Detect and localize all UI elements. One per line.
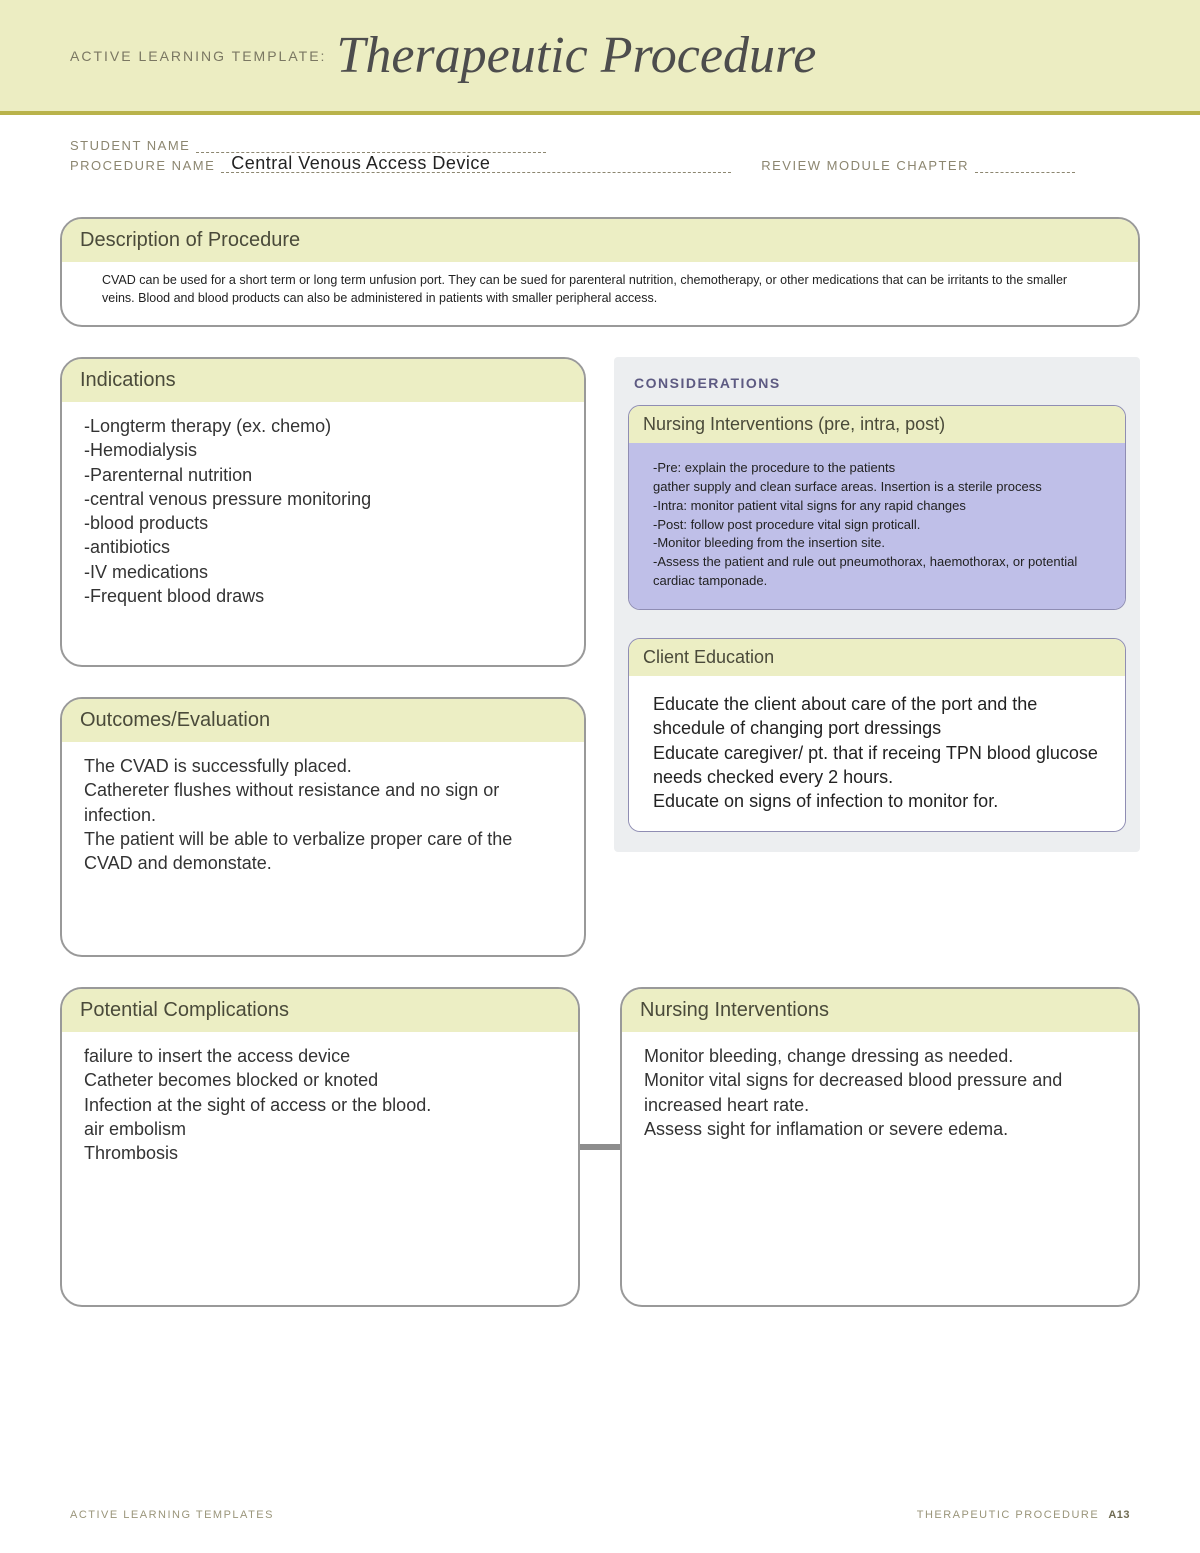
- outcomes-body: The CVAD is successfully placed. Cathere…: [62, 742, 584, 891]
- client-education-box: Client Education Educate the client abou…: [628, 638, 1126, 832]
- procedure-name-field[interactable]: Central Venous Access Device: [221, 157, 731, 173]
- description-title: Description of Procedure: [62, 219, 1138, 262]
- nursing-interventions-title: Nursing Interventions (pre, intra, post): [629, 406, 1125, 443]
- footer-right: THERAPEUTIC PROCEDURE A13: [917, 1509, 1130, 1521]
- procedure-name-label: PROCEDURE NAME: [70, 158, 215, 173]
- description-body: CVAD can be used for a short term or lon…: [62, 262, 1138, 325]
- nursing-interventions2-box: Nursing Interventions Monitor bleeding, …: [620, 987, 1140, 1307]
- complications-box: Potential Complications failure to inser…: [60, 987, 580, 1307]
- outcomes-title: Outcomes/Evaluation: [62, 699, 584, 742]
- banner: ACTIVE LEARNING TEMPLATE: Therapeutic Pr…: [0, 0, 1200, 115]
- review-chapter-label: REVIEW MODULE CHAPTER: [761, 158, 969, 173]
- nursing-interventions2-body: Monitor bleeding, change dressing as nee…: [622, 1032, 1138, 1157]
- outcomes-box: Outcomes/Evaluation The CVAD is successf…: [60, 697, 586, 957]
- considerations-panel: CONSIDERATIONS Nursing Interventions (pr…: [614, 357, 1140, 852]
- banner-prefix: ACTIVE LEARNING TEMPLATE:: [70, 48, 326, 64]
- nursing-interventions-body: -Pre: explain the procedure to the patie…: [629, 443, 1125, 609]
- nursing-interventions2-title: Nursing Interventions: [622, 989, 1138, 1032]
- procedure-name-value: Central Venous Access Device: [231, 153, 490, 174]
- review-chapter-field[interactable]: [975, 157, 1075, 173]
- footer-left: ACTIVE LEARNING TEMPLATES: [70, 1509, 274, 1521]
- nursing-interventions-box: Nursing Interventions (pre, intra, post)…: [628, 405, 1126, 610]
- indications-title: Indications: [62, 359, 584, 402]
- student-name-field[interactable]: [196, 137, 546, 153]
- indications-body: -Longterm therapy (ex. chemo) -Hemodialy…: [62, 402, 584, 624]
- complications-title: Potential Complications: [62, 989, 578, 1032]
- description-box: Description of Procedure CVAD can be use…: [60, 217, 1140, 327]
- banner-title: Therapeutic Procedure: [336, 26, 816, 85]
- client-education-body: Educate the client about care of the por…: [629, 676, 1125, 831]
- footer: ACTIVE LEARNING TEMPLATES THERAPEUTIC PR…: [70, 1509, 1130, 1521]
- footer-page: A13: [1108, 1509, 1130, 1521]
- meta-section: STUDENT NAME PROCEDURE NAME Central Veno…: [0, 115, 1200, 187]
- footer-right-label: THERAPEUTIC PROCEDURE: [917, 1509, 1099, 1521]
- client-education-title: Client Education: [629, 639, 1125, 676]
- indications-box: Indications -Longterm therapy (ex. chemo…: [60, 357, 586, 667]
- complications-body: failure to insert the access device Cath…: [62, 1032, 578, 1181]
- connector-bar: [580, 1144, 620, 1150]
- considerations-title: CONSIDERATIONS: [634, 375, 1120, 391]
- student-name-label: STUDENT NAME: [70, 138, 190, 153]
